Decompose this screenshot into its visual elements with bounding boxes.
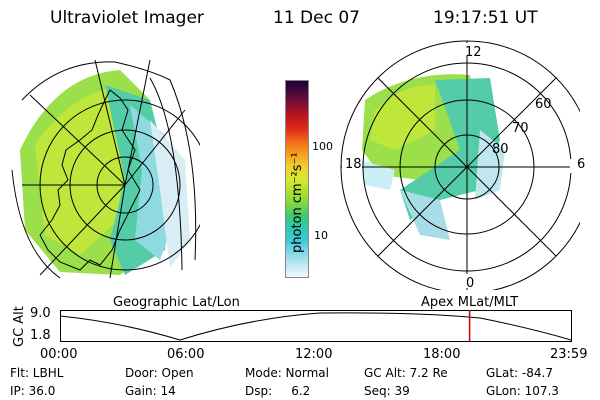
mode-info: Mode: Normal xyxy=(245,366,329,380)
mlt-label-left: 18 xyxy=(345,157,362,172)
gain-info: Gain: 14 xyxy=(125,384,176,398)
altitude-xtick-0600: 06:00 xyxy=(167,347,205,362)
colorbar-tick-100: 100 xyxy=(312,140,333,153)
altitude-xtick-1800: 18:00 xyxy=(423,347,461,362)
mlat-label-60: 60 xyxy=(535,97,552,112)
door-info: Door: Open xyxy=(125,366,194,380)
colorbar xyxy=(285,80,309,278)
polar-plot xyxy=(340,40,580,290)
altitude-xtick-1200: 12:00 xyxy=(295,347,333,362)
continent-outline xyxy=(39,89,141,271)
gc-alt-info: GC Alt: 7.2 Re xyxy=(364,366,448,380)
mlat-label-80: 80 xyxy=(492,142,509,157)
colorbar-tick-10: 10 xyxy=(314,229,328,242)
mlat-label-70: 70 xyxy=(512,121,529,136)
glon-info: GLon: 107.3 xyxy=(486,384,559,398)
glat-info: GLat: -84.7 xyxy=(486,366,553,380)
date-label: 11 Dec 07 xyxy=(273,8,360,28)
right-panel-caption: Apex MLat/MLT xyxy=(421,295,519,310)
geographic-image xyxy=(11,59,200,279)
left-panel-caption: Geographic Lat/Lon xyxy=(113,295,240,310)
mlt-label-top: 12 xyxy=(465,45,482,60)
altitude-xtick-0000: 00:00 xyxy=(40,347,78,362)
instrument-title: Ultraviolet Imager xyxy=(50,8,204,28)
altitude-plot xyxy=(60,310,572,342)
filter-info: Flt: LBHL xyxy=(10,366,64,380)
mlt-label-right: 6 xyxy=(577,157,586,172)
mlt-label-bottom: 0 xyxy=(466,276,475,291)
dsp-info: Dsp: 6.2 xyxy=(245,384,311,398)
lat-lon-grid xyxy=(11,59,200,279)
ip-info: IP: 36.0 xyxy=(10,384,56,398)
altitude-ytick-high: 9.0 xyxy=(30,306,51,321)
polar-aurora xyxy=(360,74,505,240)
polar-grid xyxy=(340,40,580,290)
seq-info: Seq: 39 xyxy=(364,384,410,398)
colorbar-unit-label: photon cm⁻²s⁻¹ xyxy=(290,152,305,253)
altitude-xtick-2359: 23:59 xyxy=(550,347,588,362)
altitude-ylabel: GC Alt xyxy=(12,306,27,347)
altitude-ytick-low: 1.8 xyxy=(30,328,51,343)
time-label: 19:17:51 UT xyxy=(433,8,538,28)
